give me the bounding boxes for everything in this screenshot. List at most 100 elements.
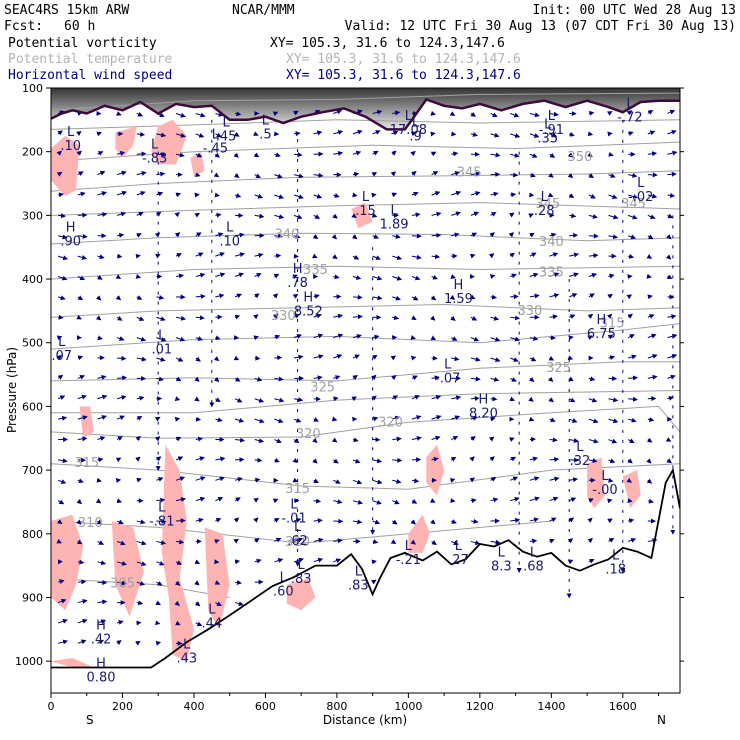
wind-vector — [667, 314, 677, 320]
wind-vector — [392, 436, 402, 442]
plot-frame — [50, 87, 681, 694]
pv-patch — [151, 119, 187, 165]
org-title: NCAR/MMM — [232, 3, 295, 18]
wind-vector — [176, 539, 185, 545]
wind-vector — [529, 172, 536, 178]
wind-vector — [274, 334, 281, 340]
wind-vector — [451, 356, 460, 362]
wind-vector — [549, 437, 558, 443]
wind-vector — [568, 193, 575, 198]
wind-vector — [176, 518, 186, 524]
wind-vector — [569, 314, 576, 319]
pv-extremum-value: 1.59 — [444, 292, 473, 307]
wind-vector — [333, 130, 344, 135]
theta-label: 345 — [457, 166, 482, 181]
wind-vector — [97, 436, 106, 441]
pv-extremum-value: -.00 — [592, 483, 617, 498]
wind-vector — [313, 130, 323, 136]
wind-vector — [155, 456, 162, 462]
wind-vector — [214, 580, 221, 585]
theta-isentrope — [51, 323, 680, 350]
theta-label: 310 — [285, 535, 310, 550]
wind-vector — [469, 477, 476, 483]
x-tick-label: 200 — [112, 700, 133, 713]
wind-vector — [115, 274, 122, 280]
wind-vector — [549, 538, 555, 544]
wind-vector — [410, 519, 416, 525]
wind-vector — [57, 275, 68, 281]
wind-vector — [510, 112, 520, 118]
wind-vector — [292, 293, 299, 299]
wind-vector — [607, 293, 613, 299]
wind-vector — [215, 397, 221, 402]
wind-vector — [627, 334, 635, 339]
wind-vector — [331, 416, 338, 422]
wind-vector — [57, 130, 63, 136]
wind-vector — [274, 152, 281, 158]
wind-vector — [508, 232, 515, 238]
wind-vector — [510, 357, 519, 362]
pv-extremum-letter: L — [222, 115, 230, 130]
wind-vector — [372, 295, 383, 301]
pv-extremum-letter: L — [212, 127, 220, 142]
wind-vector — [529, 456, 538, 462]
pv-extremum-value: -.01 — [281, 512, 306, 527]
pv-extremum-letter: L — [208, 603, 216, 618]
wind-vector — [97, 335, 103, 341]
wind-vector — [587, 152, 593, 157]
wind-vector — [529, 376, 535, 383]
wind-vector — [254, 293, 260, 299]
wind-vector — [588, 173, 594, 179]
wind-vector — [97, 540, 104, 545]
wind-vector — [313, 193, 323, 199]
wind-vector — [313, 354, 324, 360]
wind-vector — [372, 334, 380, 340]
wind-vector — [333, 354, 343, 359]
pv-extremum-letter: L — [280, 571, 288, 586]
wind-vector — [549, 252, 559, 258]
wind-vector — [431, 456, 439, 462]
pv-extremum-value: .90 — [60, 234, 81, 249]
wind-vector — [352, 150, 362, 156]
pv-extremum-letter: L — [183, 638, 191, 653]
wind-vector — [136, 170, 147, 176]
wind-vector — [234, 111, 242, 117]
wind-vector — [490, 357, 501, 363]
wind-vector — [529, 232, 535, 238]
pv-extremum-value: .43 — [176, 652, 197, 667]
wind-vector — [490, 416, 496, 422]
wind-vector — [509, 252, 515, 258]
wind-vector — [156, 336, 167, 342]
pv-extremum-value: .01 — [151, 343, 172, 358]
pv-extremum-value: -.07 — [435, 371, 460, 386]
wind-vector — [293, 233, 301, 239]
wind-vector — [333, 109, 343, 115]
wind-vector — [588, 558, 595, 564]
pv-extremum-letter: L — [405, 109, 413, 124]
wind-vector — [58, 639, 69, 645]
wind-vector — [430, 498, 436, 503]
wind-vector — [312, 458, 318, 464]
wind-vector — [510, 152, 520, 158]
wind-vector — [469, 456, 475, 462]
wind-vector — [333, 193, 340, 198]
wind-vector — [273, 273, 280, 279]
wind-vector — [451, 232, 460, 238]
wind-vector — [135, 435, 141, 442]
wind-vector — [156, 560, 165, 566]
wind-vector — [391, 150, 397, 156]
wind-vector — [293, 110, 299, 116]
pv-patch — [161, 444, 194, 662]
wind-vector — [392, 315, 400, 321]
wind-vector — [549, 111, 559, 117]
wind-vector — [667, 353, 678, 359]
wind-vector — [58, 314, 64, 320]
wind-vector — [76, 539, 83, 545]
wind-vector — [628, 518, 635, 524]
wind-vector — [470, 356, 481, 362]
wind-vector — [608, 151, 614, 157]
wind-vector — [392, 130, 399, 136]
pv-extremum-value: .68 — [523, 559, 544, 574]
wind-vector — [117, 580, 127, 586]
wind-vector — [431, 191, 441, 196]
